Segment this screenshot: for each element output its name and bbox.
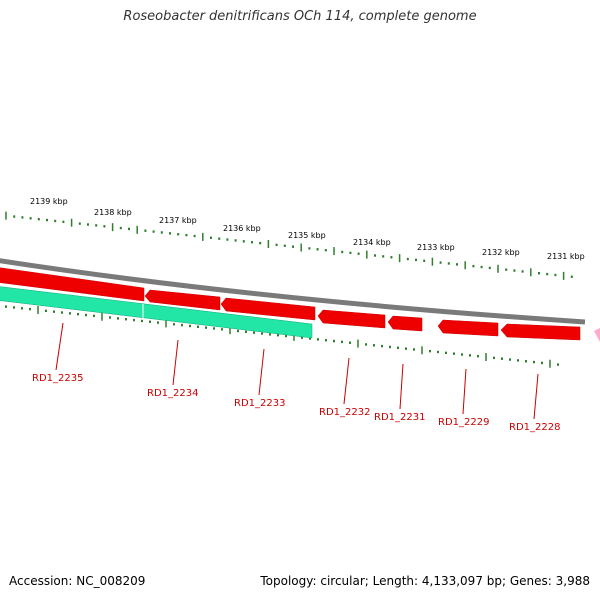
ruler-label: 2136 kbp xyxy=(223,224,261,233)
reverse-strand-genes xyxy=(0,286,313,339)
leader-line xyxy=(55,322,64,371)
inner-tick-ring xyxy=(5,305,559,368)
gene-RD1_2233[interactable] xyxy=(144,289,221,311)
gene-RD1_2234[interactable] xyxy=(0,286,313,339)
gene-label[interactable]: RD1_2233 xyxy=(234,398,285,409)
leader-line xyxy=(343,357,350,405)
genome-backbone xyxy=(0,258,586,325)
gene-partial[interactable] xyxy=(594,328,600,342)
leader-line xyxy=(399,363,404,410)
ruler-label: 2132 kbp xyxy=(482,248,520,257)
map-title: Roseobacter denitrificans OCh 114, compl… xyxy=(123,9,477,24)
gene-label[interactable]: RD1_2229 xyxy=(438,417,489,428)
gene-RD1_2235[interactable] xyxy=(0,267,145,302)
ruler-label: 2134 kbp xyxy=(353,238,391,247)
gene-labels: RD1_2235 RD1_2234 RD1_2233 RD1_2232 RD1_2231… xyxy=(32,373,560,433)
gene-label[interactable]: RD1_2235 xyxy=(32,373,83,384)
gene-label[interactable]: RD1_2232 xyxy=(319,407,370,418)
gene-RD1_2229[interactable] xyxy=(437,319,499,337)
gene-label[interactable]: RD1_2234 xyxy=(147,388,198,399)
ruler-label: 2139 kbp xyxy=(30,197,68,206)
gene-RD1_2231b[interactable] xyxy=(387,315,423,332)
ruler-label: 2133 kbp xyxy=(417,243,455,252)
genome-summary-text: Topology: circular; Length: 4,133,097 bp… xyxy=(260,574,590,588)
leader-line xyxy=(533,373,539,420)
gene-label[interactable]: RD1_2228 xyxy=(509,422,560,433)
gene-RD1_2231[interactable] xyxy=(317,309,386,329)
forward-strand-genes xyxy=(0,267,600,342)
gene-RD1_2228[interactable] xyxy=(500,323,581,341)
outer-tick-ring xyxy=(5,211,573,280)
gene-leader-lines xyxy=(55,322,539,420)
leader-line xyxy=(172,339,179,386)
leader-line xyxy=(462,368,467,415)
ruler-label: 2135 kbp xyxy=(288,231,326,240)
leader-line xyxy=(258,348,265,396)
ruler-label: 2137 kbp xyxy=(159,216,197,225)
accession-text: Accession: NC_008209 xyxy=(9,574,146,588)
ruler-label: 2131 kbp xyxy=(547,252,585,261)
gene-label[interactable]: RD1_2231 xyxy=(374,412,425,423)
ruler-label: 2138 kbp xyxy=(94,208,132,217)
gene-RD1_2232[interactable] xyxy=(220,297,316,321)
ruler-labels: 2139 kbp 2138 kbp 2137 kbp 2136 kbp 2135 kbp… xyxy=(30,197,585,261)
